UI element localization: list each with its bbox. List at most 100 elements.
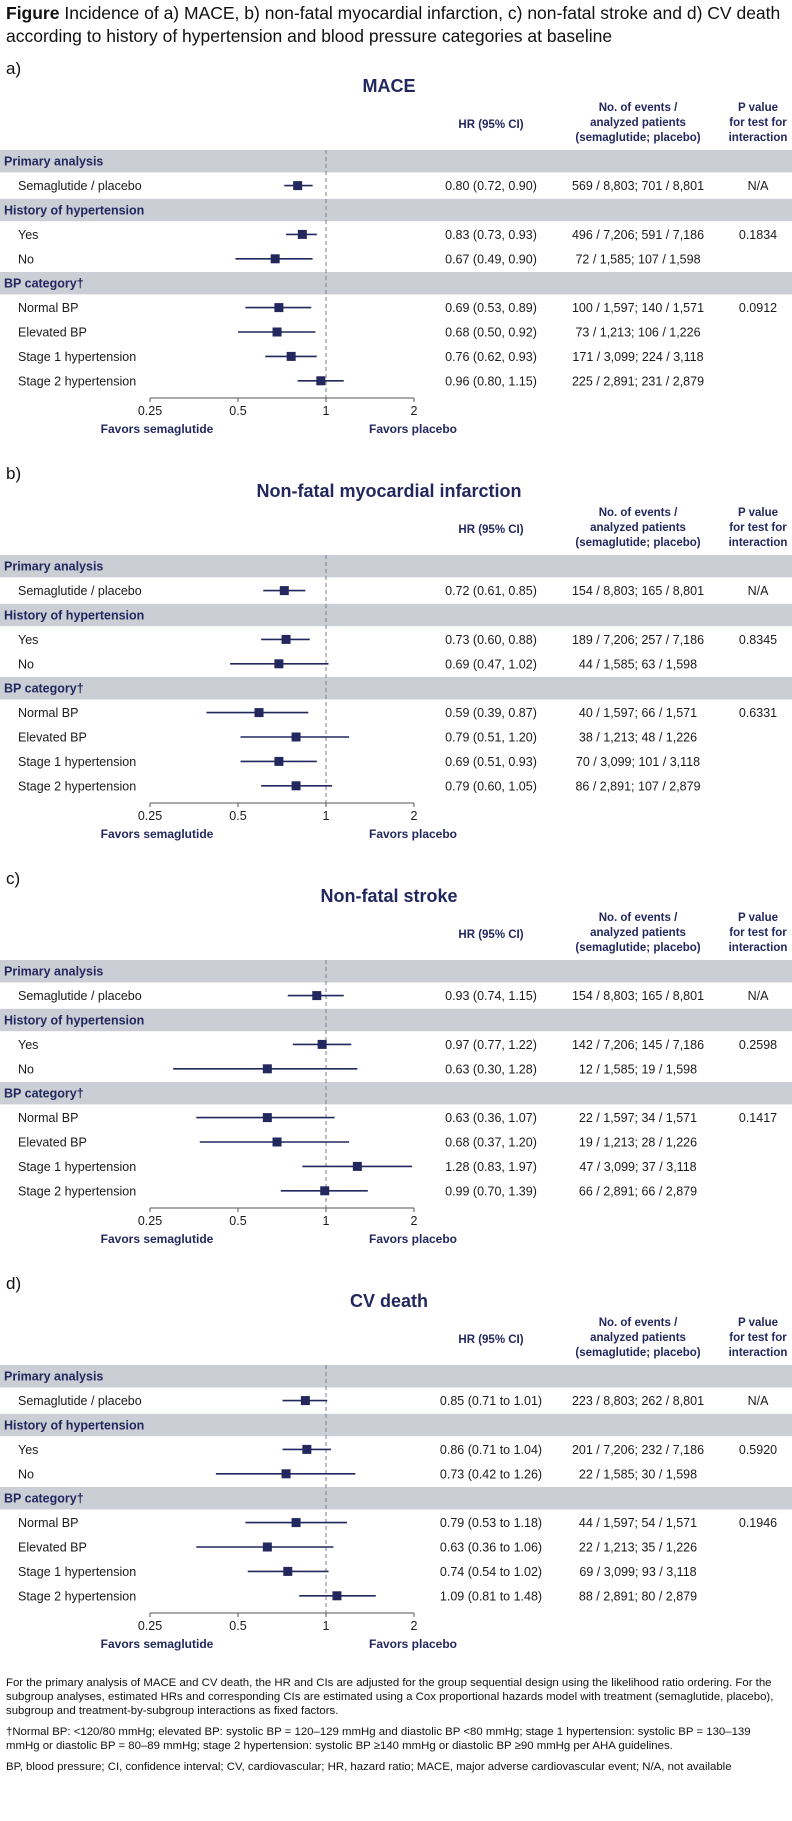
footnote-methods: For the primary analysis of MACE and CV …	[6, 1677, 774, 1717]
panel-1-events-text-9: 86 / 2,891; 107 / 2,879	[575, 779, 700, 793]
panel-3-hr-text-1: 0.85 (0.71 to 1.01)	[440, 1394, 542, 1408]
panel-2-pvalue-text-1: N/A	[748, 989, 770, 1003]
panel-1-row-label-8: Stage 1 hypertension	[18, 755, 136, 769]
panel-0-hr-marker-7	[272, 327, 282, 337]
panel-1-pvalue-text-3: 0.8345	[739, 633, 777, 647]
panel-3-x-tick-label-1: 0.5	[229, 1619, 246, 1633]
panel-1-hr-marker-9	[291, 781, 301, 791]
panel-0-events-text-6: 100 / 1,597; 140 / 1,571	[572, 301, 704, 315]
panel-2-header-hr: HR (95% CI)	[458, 929, 523, 941]
panel-2-section-band-2	[0, 1008, 792, 1032]
panel-2-row-label-3: Yes	[18, 1038, 38, 1052]
panel-0-hr-marker-1	[293, 181, 303, 191]
panel-1-events-text-8: 70 / 3,099; 101 / 3,118	[576, 755, 700, 769]
panel-3-row-label-7: Elevated BP	[18, 1541, 87, 1555]
panel-1-section-band-2	[0, 603, 792, 627]
panel-2-pvalue-text-3: 0.2598	[739, 1038, 777, 1052]
panel-3-hr-marker-6	[291, 1518, 301, 1528]
panel-0-events-text-1: 569 / 8,803; 701 / 8,801	[572, 179, 704, 193]
panel-3-hr-text-8: 0.74 (0.54 to 1.02)	[440, 1565, 542, 1579]
panel-3-events-text-8: 69 / 3,099; 93 / 3,118	[579, 1565, 696, 1579]
panel-0-row-label-9: Stage 2 hypertension	[18, 374, 136, 388]
panel-1-events-text-1: 154 / 8,803; 165 / 8,801	[572, 584, 704, 598]
panel-1-hr-marker-4	[274, 659, 284, 669]
panel-2-events-text-6: 22 / 1,597; 34 / 1,571	[579, 1111, 697, 1125]
panel-2-header-events-1: analyzed patients	[590, 927, 686, 939]
panel-1-hr-text-9: 0.79 (0.60, 1.05)	[445, 779, 537, 793]
panel-1-events-text-3: 189 / 7,206; 257 / 7,186	[572, 633, 704, 647]
panel-2-hr-marker-8	[352, 1161, 362, 1171]
panel-0-hr-marker-9	[316, 376, 326, 386]
panel-3-hr-text-9: 1.09 (0.81 to 1.48)	[440, 1589, 542, 1603]
panel-2-hr-text-6: 0.63 (0.36, 1.07)	[445, 1111, 537, 1125]
panel-0-title: MACE	[363, 76, 416, 96]
panel-0-x-tick-label-1: 0.5	[229, 404, 246, 418]
panel-2-favors-right: Favors placebo	[369, 1232, 457, 1246]
panel-3-row-label-1: Semaglutide / placebo	[18, 1394, 142, 1408]
panel-1-section-label-0: Primary analysis	[4, 560, 103, 574]
panel-2-header-events-2: (semaglutide; placebo)	[575, 942, 700, 954]
panel-0-hr-text-7: 0.68 (0.50, 0.92)	[445, 326, 537, 340]
panel-3-header-events-1: analyzed patients	[590, 1332, 686, 1344]
panel-0-favors-right: Favors placebo	[369, 422, 457, 436]
panel-1-hr-text-6: 0.59 (0.39, 0.87)	[445, 706, 537, 720]
panel-3-section-label-5: BP category†	[4, 1492, 84, 1506]
panel-2-hr-text-3: 0.97 (0.77, 1.22)	[445, 1038, 537, 1052]
panel-1-header-events-2: (semaglutide; placebo)	[575, 537, 700, 549]
panel-2-title: Non-fatal stroke	[320, 886, 457, 906]
panel-3-events-text-7: 22 / 1,213; 35 / 1,226	[579, 1541, 697, 1555]
panel-1-hr-marker-6	[254, 708, 264, 718]
panel-3-favors-right: Favors placebo	[369, 1637, 457, 1651]
panel-3-section-band-0	[0, 1365, 792, 1388]
panel-3-section-band-5	[0, 1487, 792, 1510]
panel-0-events-text-4: 72 / 1,585; 107 / 1,598	[575, 252, 700, 266]
panel-2-hr-text-7: 0.68 (0.37, 1.20)	[445, 1136, 537, 1150]
panel-3-events-text-3: 201 / 7,206; 232 / 7,186	[572, 1443, 704, 1457]
panel-2-hr-marker-9	[320, 1186, 330, 1196]
panel-3-hr-marker-3	[302, 1444, 312, 1454]
panel-3-section-label-2: History of hypertension	[4, 1419, 144, 1433]
panel-0-header-pvalue-2: interaction	[729, 132, 788, 144]
panel-0-hr-text-8: 0.76 (0.62, 0.93)	[445, 350, 537, 364]
panel-1-hr-text-7: 0.79 (0.51, 1.20)	[445, 731, 537, 745]
panel-0-row-label-6: Normal BP	[18, 301, 78, 315]
panel-0-row-label-1: Semaglutide / placebo	[18, 179, 142, 193]
panel-2-header-pvalue-2: interaction	[729, 942, 788, 954]
panel-3-pvalue-text-6: 0.1946	[739, 1516, 777, 1530]
panel-2-header-pvalue-1: for test for	[729, 927, 787, 939]
panel-3-hr-marker-7	[262, 1542, 272, 1552]
panel-2-section-label-5: BP category†	[4, 1087, 84, 1101]
panel-1-hr-marker-3	[281, 634, 291, 644]
panel-2-section-label-2: History of hypertension	[4, 1014, 144, 1028]
panel-1-header-pvalue-0: P value	[738, 507, 778, 519]
panel-1-events-text-4: 44 / 1,585; 63 / 1,598	[579, 657, 697, 671]
panel-0-events-text-7: 73 / 1,213; 106 / 1,226	[575, 326, 700, 340]
panel-3-x-tick-label-3: 2	[411, 1619, 418, 1633]
panel-0-section-label-2: History of hypertension	[4, 204, 144, 218]
panel-2-hr-text-8: 1.28 (0.83, 1.97)	[445, 1160, 537, 1174]
panel-2-hr-text-4: 0.63 (0.30, 1.28)	[445, 1062, 537, 1076]
panel-3-hr-text-3: 0.86 (0.71 to 1.04)	[440, 1443, 542, 1457]
panel-0-hr-marker-3	[297, 229, 307, 239]
panel-1-section-band-5	[0, 677, 792, 700]
figure-title-text: Incidence of a) MACE, b) non-fatal myoca…	[6, 3, 781, 46]
panel-0-row-label-3: Yes	[18, 228, 38, 242]
panel-0-hr-marker-8	[286, 351, 296, 361]
figure-title: Figure Incidence of a) MACE, b) non-fata…	[6, 2, 786, 48]
panel-3-section-label-0: Primary analysis	[4, 1370, 103, 1384]
panel-1-row-label-4: No	[18, 657, 34, 671]
panel-0-x-tick-label-0: 0.25	[138, 404, 162, 418]
panel-2-row-label-9: Stage 2 hypertension	[18, 1184, 136, 1198]
panel-3-x-tick-label-0: 0.25	[138, 1619, 162, 1633]
panel-0-section-label-0: Primary analysis	[4, 155, 103, 169]
panel-0-header-pvalue-0: P value	[738, 102, 778, 114]
panel-3-hr-marker-1	[300, 1396, 310, 1406]
panel-2-row-label-6: Normal BP	[18, 1111, 78, 1125]
panel-0-hr-text-1: 0.80 (0.72, 0.90)	[445, 179, 537, 193]
footnote-bp-definitions: †Normal BP: <120/80 mmHg; elevated BP: s…	[6, 1726, 751, 1752]
panel-3-header-pvalue-2: interaction	[729, 1347, 788, 1359]
panel-3-row-label-4: No	[18, 1467, 34, 1481]
panel-1-pvalue-text-1: N/A	[748, 584, 770, 598]
panel-3-header-events-0: No. of events /	[599, 1317, 678, 1329]
